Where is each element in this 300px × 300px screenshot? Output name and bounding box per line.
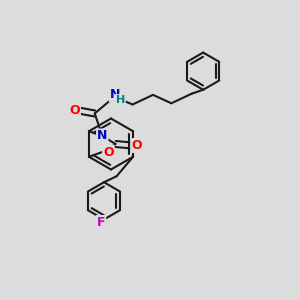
Text: F: F — [97, 216, 105, 229]
Text: H: H — [116, 95, 125, 105]
Text: O: O — [69, 104, 80, 117]
Text: O: O — [131, 139, 142, 152]
Text: O: O — [103, 146, 114, 158]
Text: N: N — [110, 88, 120, 101]
Text: N: N — [97, 130, 107, 142]
